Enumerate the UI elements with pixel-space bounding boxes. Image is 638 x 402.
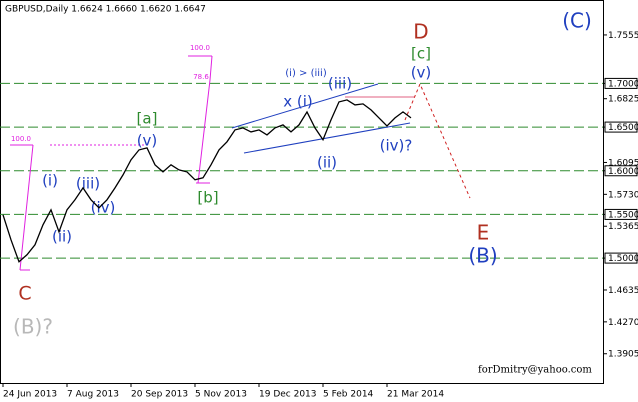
annotation: (v)	[137, 132, 158, 150]
level-box	[604, 121, 638, 133]
annotation: (B)	[468, 244, 497, 268]
annotation: (ii)	[317, 154, 337, 172]
annotation: (iv)	[91, 199, 116, 217]
fib-line	[197, 55, 213, 184]
channel-line	[243, 122, 411, 154]
level-box	[604, 165, 638, 177]
price-line	[2, 99, 412, 263]
y-tick-label: 1.6825	[608, 95, 638, 105]
channel-line	[231, 83, 379, 129]
drawings	[10, 55, 471, 271]
annotation: D	[413, 20, 428, 44]
y-tick-label: 1.6095	[608, 158, 638, 168]
annotation: (iv)?	[380, 137, 413, 155]
annotation: (B)?	[13, 315, 53, 339]
annotation: (i)	[42, 172, 58, 190]
y-tick-label: 1.5365	[608, 222, 638, 232]
watermark: forDmitry@yahoo.com	[478, 365, 592, 376]
y-tick-label: 1.4270	[608, 318, 638, 328]
x-tick-label: 5 Feb 2014	[323, 390, 374, 400]
plot-frame	[0, 0, 604, 384]
annotation: E	[477, 221, 490, 245]
projection	[404, 82, 471, 199]
annotation: [a]	[137, 110, 158, 128]
x-tick-label: 5 Nov 2013	[195, 390, 247, 400]
annotation: 100.0	[11, 135, 31, 143]
y-tick-label: 1.7555	[608, 31, 638, 41]
annotation: C	[18, 283, 31, 305]
level-box	[604, 208, 638, 220]
x-tick-label: 7 Aug 2013	[67, 390, 119, 400]
y-tick-label: 1.5500	[608, 210, 638, 220]
y-tick-label: 1.5730	[608, 190, 638, 200]
fib-line	[19, 144, 34, 271]
x-tick-label: 20 Sep 2013	[131, 390, 188, 400]
annotation: (i) > (iii)	[285, 68, 327, 79]
y-tick-label: 1.5000	[608, 254, 638, 264]
annotation: (iii)	[76, 175, 100, 193]
annotation: 78.6	[193, 73, 209, 81]
x-tick-label: 21 Mar 2014	[387, 390, 444, 400]
annotation: 100.0	[190, 44, 210, 52]
y-tick-label: 1.6500	[608, 123, 638, 133]
level-box	[604, 252, 638, 264]
y-tick-label: 1.6000	[608, 167, 638, 177]
levels	[0, 82, 603, 259]
y-tick-label: 1.3905	[608, 350, 638, 360]
annotation: (iii)	[328, 75, 352, 93]
annotations: (C) D [c] (v) (i) > (iii) (iii) x (i) (i…	[11, 9, 592, 376]
annotation: [b]	[197, 189, 218, 207]
x-tick-label: 19 Dec 2013	[259, 390, 317, 400]
chart-title: GBPUSD,Daily 1.6624 1.6660 1.6620 1.6647	[5, 5, 206, 15]
level-box	[604, 77, 638, 89]
annotation: x (i)	[283, 93, 313, 111]
x-tick-label: 24 Jun 2013	[3, 390, 57, 400]
annotation: (ii)	[52, 228, 72, 246]
y-tick-label: 1.4635	[608, 286, 638, 296]
y-tick-label: 1.7000	[608, 79, 638, 89]
annotation: [c]	[411, 45, 431, 63]
annotation: (v)	[411, 64, 432, 82]
annotation: (C)	[562, 9, 592, 33]
